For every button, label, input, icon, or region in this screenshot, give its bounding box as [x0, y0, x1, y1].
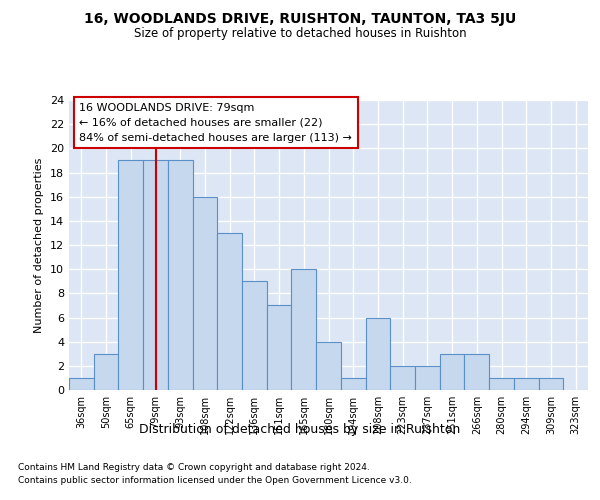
Text: 16, WOODLANDS DRIVE, RUISHTON, TAUNTON, TA3 5JU: 16, WOODLANDS DRIVE, RUISHTON, TAUNTON, …: [84, 12, 516, 26]
Bar: [118, 160, 143, 390]
Text: Size of property relative to detached houses in Ruishton: Size of property relative to detached ho…: [134, 28, 466, 40]
Bar: [440, 354, 464, 390]
Bar: [143, 160, 168, 390]
Text: Contains public sector information licensed under the Open Government Licence v3: Contains public sector information licen…: [18, 476, 412, 485]
Bar: [193, 196, 217, 390]
Bar: [267, 306, 292, 390]
Bar: [217, 233, 242, 390]
Bar: [69, 378, 94, 390]
Y-axis label: Number of detached properties: Number of detached properties: [34, 158, 44, 332]
Bar: [94, 354, 118, 390]
Text: Contains HM Land Registry data © Crown copyright and database right 2024.: Contains HM Land Registry data © Crown c…: [18, 462, 370, 471]
Bar: [292, 269, 316, 390]
Bar: [242, 281, 267, 390]
Bar: [539, 378, 563, 390]
Bar: [415, 366, 440, 390]
Bar: [365, 318, 390, 390]
Bar: [341, 378, 365, 390]
Bar: [514, 378, 539, 390]
Bar: [168, 160, 193, 390]
Text: Distribution of detached houses by size in Ruishton: Distribution of detached houses by size …: [139, 422, 461, 436]
Text: 16 WOODLANDS DRIVE: 79sqm
← 16% of detached houses are smaller (22)
84% of semi-: 16 WOODLANDS DRIVE: 79sqm ← 16% of detac…: [79, 103, 352, 142]
Bar: [316, 342, 341, 390]
Bar: [390, 366, 415, 390]
Bar: [489, 378, 514, 390]
Bar: [464, 354, 489, 390]
